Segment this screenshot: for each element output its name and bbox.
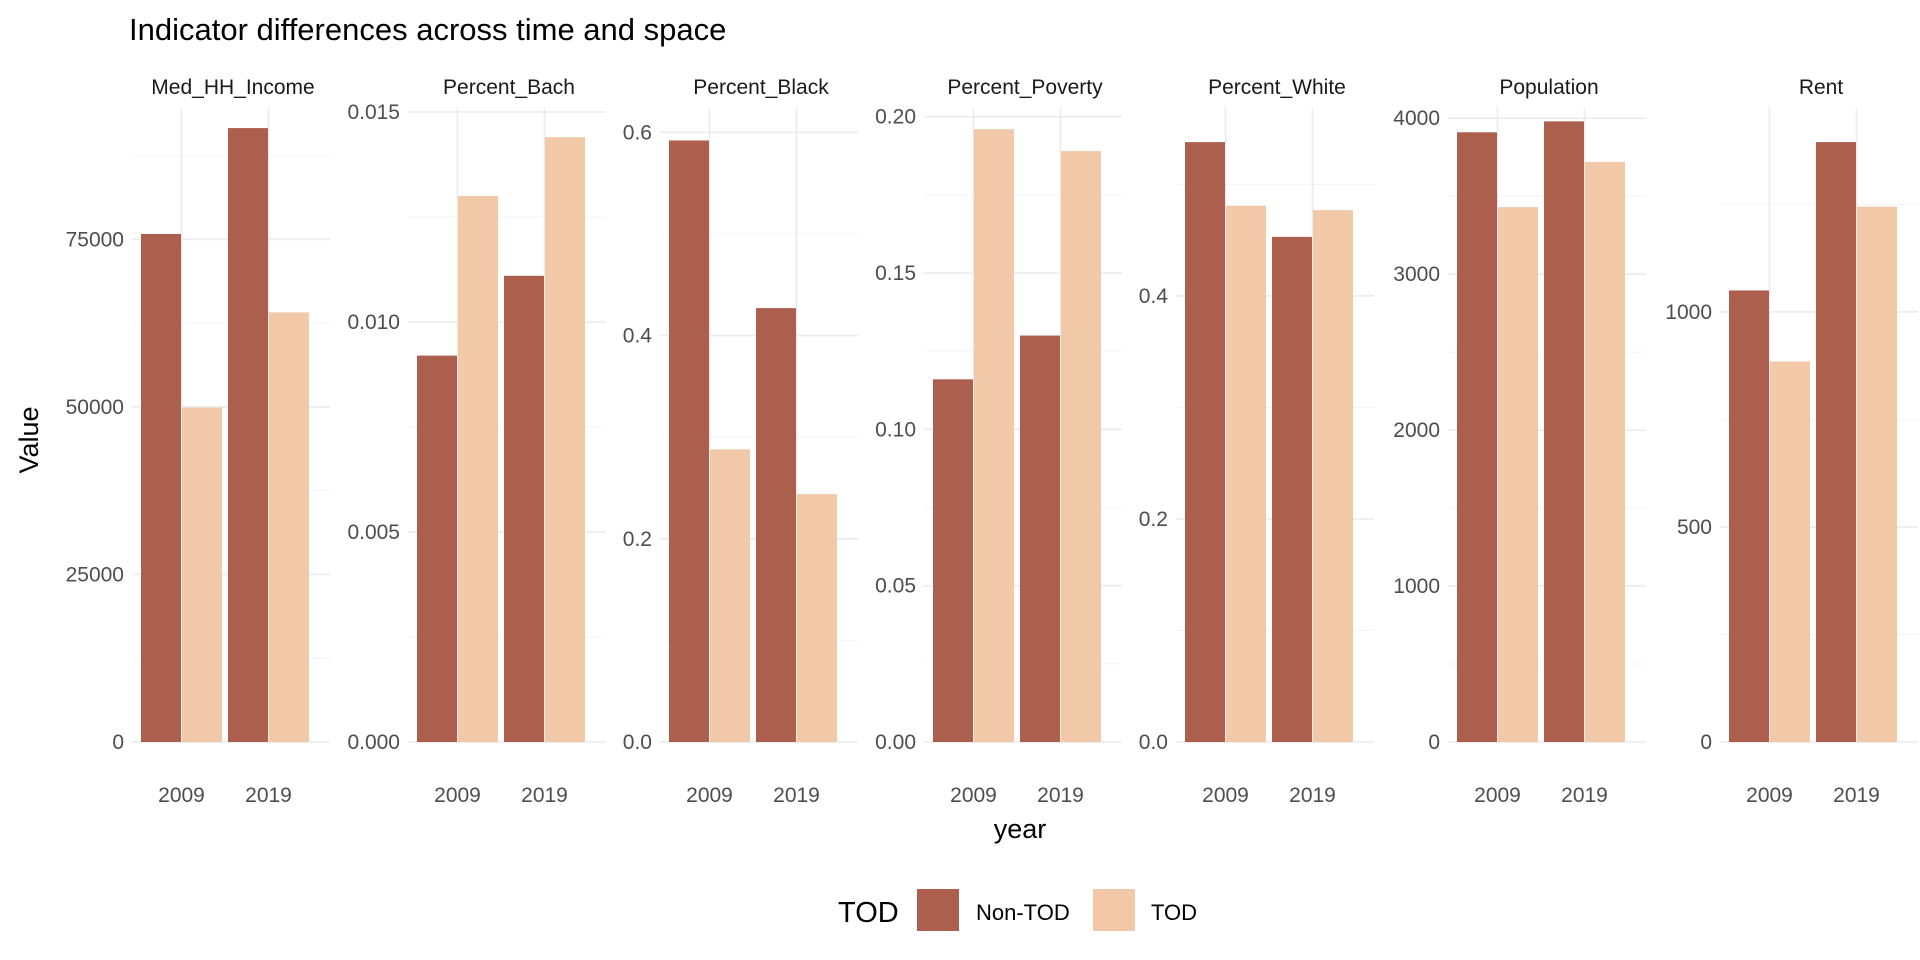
bar-percent-poverty-tod-2019: [1061, 151, 1101, 742]
bar-percent-black-non-tod-2019: [756, 308, 796, 742]
facet-label-rent: Rent: [1799, 76, 1844, 99]
y-tick-label: 0.4: [1139, 285, 1169, 308]
x-tick-label: 2019: [773, 784, 820, 807]
x-tick-label: 2019: [1833, 784, 1880, 807]
bar-rent-tod-2009: [1770, 361, 1810, 742]
y-tick-label: 0.2: [623, 528, 652, 551]
legend-label-non-tod: Non-TOD: [976, 900, 1070, 925]
y-tick-label: 3000: [1393, 263, 1440, 286]
bar-population-tod-2009: [1498, 207, 1538, 742]
facet-label-population: Population: [1499, 76, 1598, 99]
facet-label-percent-black: Percent_Black: [693, 76, 829, 99]
bar-med-hh-income-tod-2009: [182, 407, 222, 742]
y-tick-label: 25000: [66, 563, 124, 586]
legend-title: TOD: [838, 897, 899, 929]
y-tick-label: 0.015: [347, 101, 400, 124]
y-tick-label: 0.6: [623, 121, 652, 144]
bar-population-tod-2019: [1585, 161, 1625, 742]
bar-med-hh-income-non-tod-2019: [228, 128, 268, 743]
y-tick-label: 0: [112, 731, 124, 754]
y-tick-label: 0.00: [875, 731, 916, 754]
y-axis-title: Value: [14, 406, 44, 473]
bar-population-non-tod-2009: [1457, 132, 1497, 742]
y-tick-label: 1000: [1665, 301, 1712, 324]
y-tick-label: 4000: [1393, 107, 1440, 130]
x-tick-label: 2009: [686, 784, 733, 807]
y-tick-label: 1000: [1393, 575, 1440, 598]
bar-percent-white-non-tod-2019: [1272, 236, 1312, 742]
y-tick-label: 0.20: [875, 106, 916, 129]
x-tick-label: 2019: [1561, 784, 1608, 807]
panel-med-hh-income: 0 25000 50000 75000 2009 2019 Med_HH_Income: [66, 76, 330, 807]
y-tick-label: 2000: [1393, 419, 1440, 442]
x-tick-label: 2019: [245, 784, 292, 807]
bar-percent-black-tod-2009: [710, 449, 750, 742]
y-tick-label: 0.4: [623, 325, 653, 348]
bar-med-hh-income-tod-2019: [269, 312, 309, 742]
y-tick-label: 0.10: [875, 418, 916, 441]
y-tick-label: 0.010: [347, 311, 400, 334]
bar-rent-non-tod-2019: [1816, 142, 1856, 742]
bar-rent-tod-2019: [1857, 206, 1897, 742]
bar-percent-black-tod-2019: [797, 494, 837, 742]
legend-label-tod: TOD: [1151, 900, 1197, 925]
facet-label-percent-bach: Percent_Bach: [443, 76, 575, 99]
x-tick-label: 2009: [434, 784, 481, 807]
panel-population: 0 1000 2000 3000 4000 2009 2019 Population: [1393, 76, 1646, 807]
bar-percent-poverty-tod-2009: [974, 129, 1014, 742]
y-tick-label: 0.0: [623, 731, 652, 754]
bar-percent-bach-tod-2019: [545, 137, 585, 742]
bar-percent-bach-non-tod-2019: [504, 275, 544, 742]
y-tick-label: 0.005: [347, 521, 400, 544]
y-tick-label: 500: [1677, 516, 1712, 539]
y-tick-label: 0: [1700, 731, 1712, 754]
x-tick-label: 2009: [1474, 784, 1521, 807]
x-tick-label: 2019: [1289, 784, 1336, 807]
x-axis-title: year: [994, 814, 1047, 844]
bar-percent-poverty-non-tod-2009: [933, 379, 973, 742]
x-tick-label: 2009: [950, 784, 997, 807]
y-tick-label: 0: [1428, 731, 1440, 754]
y-tick-label: 0.15: [875, 262, 916, 285]
bar-population-non-tod-2019: [1544, 121, 1584, 742]
panel-percent-black: 0.0 0.2 0.4 0.6 2009 2019 Percent_Black: [623, 76, 858, 807]
y-tick-label: 0.0: [1139, 731, 1168, 754]
bar-percent-poverty-non-tod-2019: [1020, 335, 1060, 742]
y-tick-label: 0.000: [347, 731, 400, 754]
x-tick-label: 2019: [521, 784, 568, 807]
y-tick-label: 0.2: [1139, 508, 1168, 531]
bar-percent-white-tod-2019: [1313, 210, 1353, 742]
x-tick-label: 2019: [1037, 784, 1084, 807]
x-tick-label: 2009: [1746, 784, 1793, 807]
legend: TOD Non-TOD TOD: [838, 889, 1197, 931]
bar-percent-black-non-tod-2009: [669, 140, 709, 743]
legend-key-tod: [1093, 889, 1135, 931]
chart-title: Indicator differences across time and sp…: [129, 12, 726, 47]
panel-percent-white: 0.0 0.2 0.4 2009 2019 Percent_White: [1139, 76, 1374, 807]
panel-rent: 0 500 1000 2009 2019 Rent: [1665, 76, 1918, 807]
legend-key-non-tod: [917, 889, 959, 931]
x-tick-label: 2009: [158, 784, 205, 807]
bar-med-hh-income-non-tod-2009: [141, 233, 181, 742]
facet-label-percent-white: Percent_White: [1208, 76, 1346, 99]
x-tick-label: 2009: [1202, 784, 1249, 807]
y-tick-label: 0.05: [875, 575, 916, 598]
y-tick-label: 50000: [66, 396, 124, 419]
panel-percent-poverty: 0.00 0.05 0.10 0.15 0.20 2009 2019 Percent_Pove…: [875, 76, 1122, 807]
bar-percent-white-non-tod-2009: [1185, 142, 1225, 742]
bar-rent-non-tod-2009: [1729, 290, 1769, 742]
facet-label-med-hh-income: Med_HH_Income: [151, 76, 314, 99]
panel-percent-bach: 0.000 0.005 0.010 0.015 2009 2019 Percent_Bach: [347, 76, 606, 807]
bar-percent-white-tod-2009: [1226, 205, 1266, 743]
facet-label-percent-poverty: Percent_Poverty: [947, 76, 1103, 99]
bar-percent-bach-non-tod-2009: [417, 355, 457, 742]
bar-percent-bach-tod-2009: [458, 196, 498, 742]
y-tick-label: 75000: [66, 228, 124, 251]
